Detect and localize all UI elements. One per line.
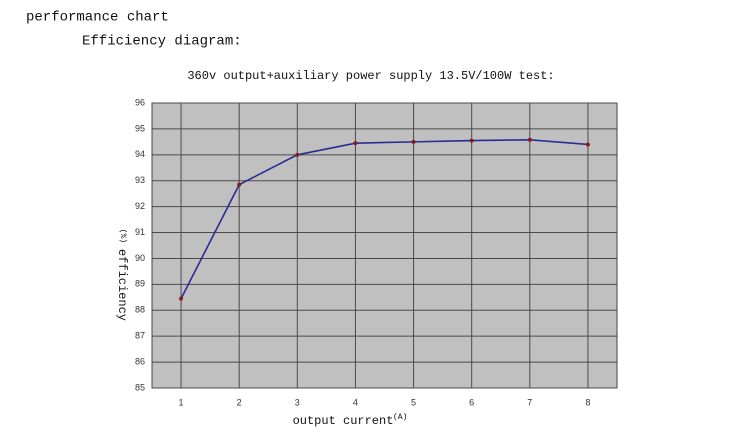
page-subtitle: Efficiency diagram:	[82, 34, 242, 50]
page-title: performance chart	[26, 10, 169, 26]
y-tick-label: 93	[135, 175, 145, 185]
line	[180, 138, 589, 299]
y-axis-unit: (%)	[118, 229, 127, 243]
x-axis-label: output current	[293, 414, 394, 428]
y-tick-label: 95	[135, 123, 145, 133]
x-tick-label: 7	[527, 397, 532, 407]
x-tick-label: 6	[469, 397, 474, 407]
chart-title: 360v output+auxiliary power supply 13.5V…	[187, 69, 554, 83]
x-tick-label: 8	[585, 397, 590, 407]
y-tick-label: 85	[135, 382, 145, 392]
x-tick-label: 3	[295, 397, 300, 407]
point	[353, 141, 358, 146]
point	[585, 142, 590, 147]
x-axis-unit: (A)	[393, 413, 407, 422]
y-tick-label: 89	[135, 279, 145, 289]
point	[179, 296, 184, 301]
y-tick-label: 96	[135, 97, 145, 107]
x-tick-label: 1	[179, 397, 184, 407]
point	[411, 139, 416, 144]
y-tick-label: 88	[135, 305, 145, 315]
plot-area	[151, 102, 618, 389]
point	[237, 182, 242, 187]
y-axis-label: efficiency	[115, 249, 129, 321]
y-tick-label: 86	[135, 356, 145, 366]
y-tick-label: 87	[135, 331, 145, 341]
x-tick-label: 2	[237, 397, 242, 407]
y-tick-label: 94	[135, 149, 145, 159]
x-tick-label: 5	[411, 397, 416, 407]
point	[527, 137, 532, 142]
y-tick-label: 90	[135, 253, 145, 263]
y-tick-label: 92	[135, 201, 145, 211]
x-tick-label: 4	[353, 397, 358, 407]
point	[469, 138, 474, 143]
point	[295, 152, 300, 157]
y-tick-label: 91	[135, 227, 145, 237]
